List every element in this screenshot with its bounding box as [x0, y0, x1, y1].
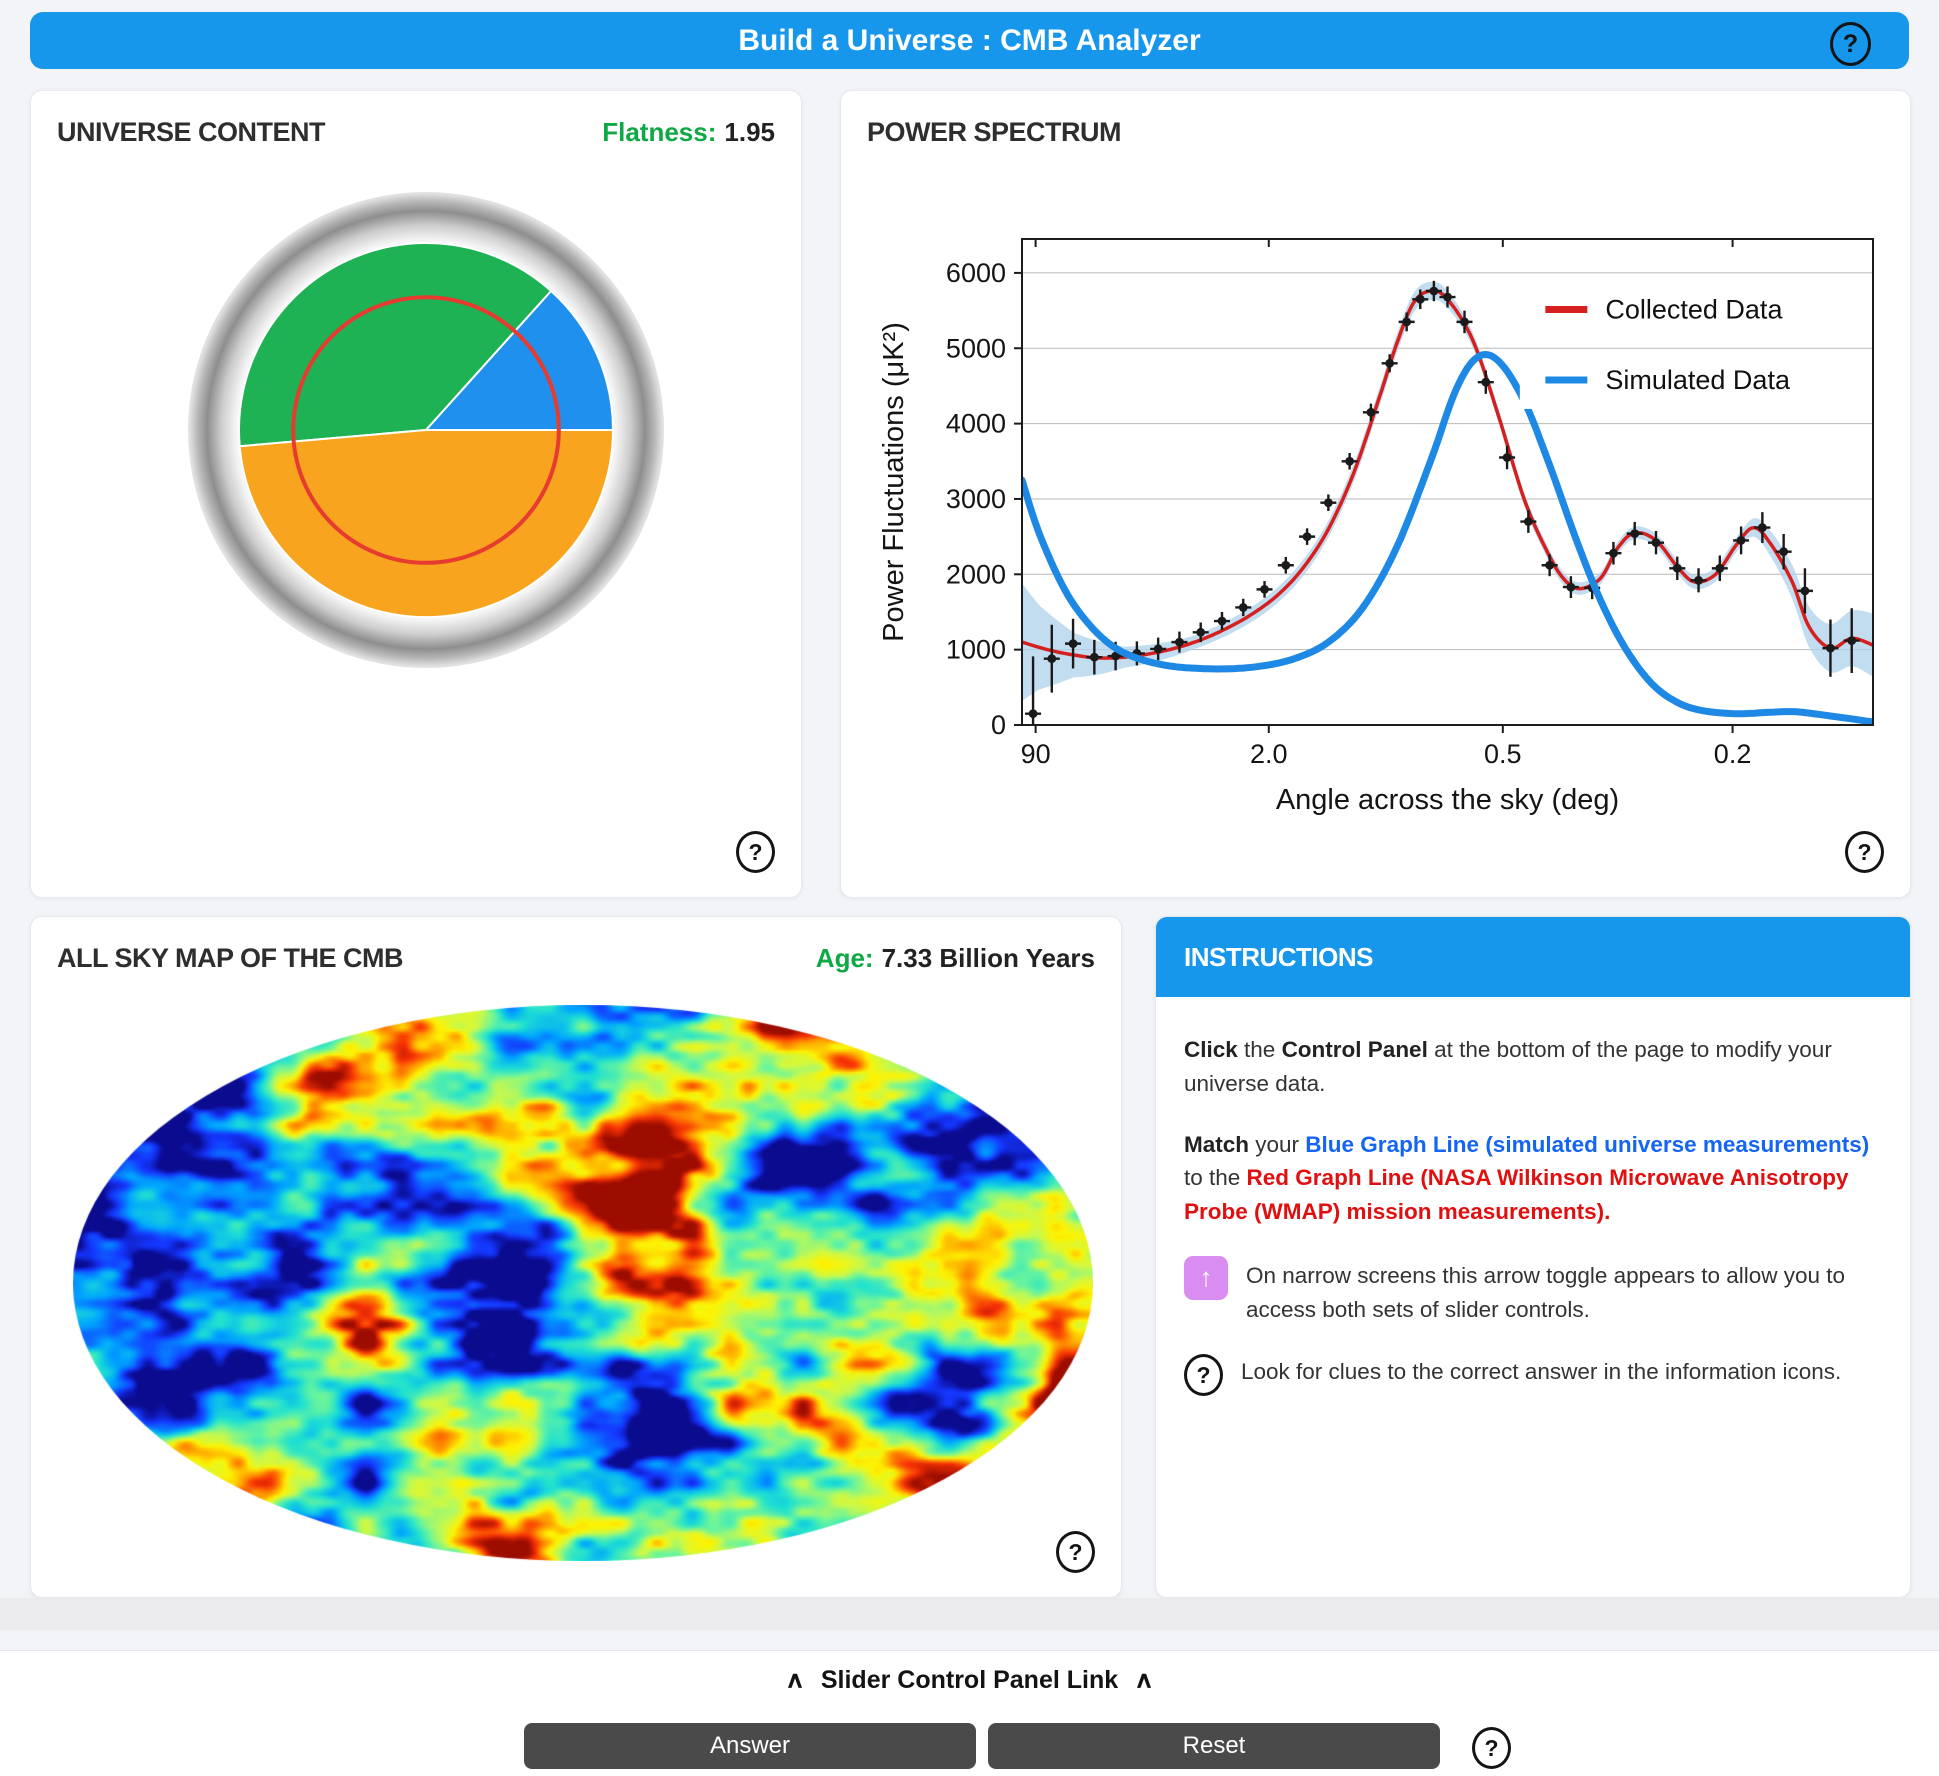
footer-help-icon[interactable]: ? [1472, 1727, 1511, 1769]
page-title: Build a Universe : CMB Analyzer [738, 23, 1201, 57]
instructions-bullet-clues: ? Look for clues to the correct answer i… [1184, 1352, 1880, 1397]
instructions-paragraph-match: Match your Blue Graph Line (simulated un… [1184, 1131, 1870, 1225]
instructions-body: Click the Control Panel at the bottom of… [1156, 997, 1910, 1422]
svg-text:Angle across the sky (deg): Angle across the sky (deg) [1276, 784, 1619, 816]
svg-text:0: 0 [991, 710, 1006, 740]
age-label: Age: [815, 943, 874, 973]
power-spectrum-chart: Collected Data Simulated Data 90 2.0 0.5 0.2 0… [878, 238, 1874, 816]
instructions-title: INSTRUCTIONS [1184, 941, 1374, 972]
sky-map-title: ALL SKY MAP OF THE CMB [57, 943, 404, 973]
app-header: Build a Universe : CMB Analyzer ? [30, 12, 1909, 69]
flatness-value: 1.95 [724, 117, 775, 147]
power-spectrum-title: POWER SPECTRUM [867, 117, 1122, 147]
flatness-readout: Flatness: 1.95 [602, 117, 775, 148]
svg-text:4000: 4000 [946, 409, 1006, 439]
instructions-paragraph-click: Click the Control Panel at the bottom of… [1184, 1037, 1832, 1096]
svg-text:Collected Data: Collected Data [1605, 294, 1783, 324]
svg-text:5000: 5000 [946, 333, 1006, 363]
reset-button[interactable]: Reset [988, 1723, 1440, 1769]
svg-text:3000: 3000 [946, 484, 1006, 514]
cmb-all-sky-map [73, 1005, 1093, 1561]
answer-button[interactable]: Answer [524, 1723, 976, 1769]
bullet-clues-text: Look for clues to the correct answer in … [1241, 1359, 1842, 1385]
age-value: 7.33 Billion Years [881, 943, 1095, 973]
sky-map-help-icon[interactable]: ? [1056, 1531, 1095, 1573]
svg-text:Simulated Data: Simulated Data [1605, 365, 1791, 395]
bullet-toggle-text: On narrow screens this arrow toggle appe… [1246, 1262, 1846, 1322]
power-spectrum-panel: POWER SPECTRUM Collected Data Simulated D… [840, 90, 1911, 898]
arrow-up-toggle-icon: ↑ [1184, 1255, 1228, 1300]
universe-help-icon[interactable]: ? [736, 831, 775, 873]
question-circle-icon: ? [1184, 1354, 1223, 1397]
svg-text:Power Fluctuations (μK²): Power Fluctuations (μK²) [878, 322, 910, 642]
power-spectrum-help-icon[interactable]: ? [1845, 831, 1884, 873]
flatness-label: Flatness: [602, 117, 717, 147]
instructions-panel: INSTRUCTIONS Click the Control Panel at … [1155, 916, 1911, 1598]
svg-text:2000: 2000 [946, 559, 1006, 589]
svg-text:90: 90 [1021, 739, 1051, 769]
svg-text:0.2: 0.2 [1714, 739, 1752, 769]
universe-content-pie-chart [188, 192, 664, 668]
instructions-bullet-toggle: ↑ On narrow screens this arrow toggle ap… [1184, 1255, 1880, 1327]
age-readout: Age: 7.33 Billion Years [816, 943, 1095, 974]
svg-text:1000: 1000 [946, 635, 1006, 665]
slider-link-label: Slider Control Panel Link [820, 1666, 1119, 1694]
svg-text:6000: 6000 [946, 258, 1006, 288]
header-help-icon[interactable]: ? [1830, 22, 1871, 66]
svg-text:2.0: 2.0 [1250, 739, 1288, 769]
instructions-header: INSTRUCTIONS [1156, 917, 1910, 997]
svg-text:0.5: 0.5 [1484, 739, 1522, 769]
slider-control-panel-link[interactable]: ∧ Slider Control Panel Link ∧ [0, 1665, 1939, 1696]
divider-strip [0, 1598, 1939, 1630]
chevron-up-icon: ∧ [785, 1667, 805, 1693]
universe-content-title: UNIVERSE CONTENT [57, 117, 326, 147]
footer-bar: ∧ Slider Control Panel Link ∧ Answer Res… [0, 1650, 1939, 1776]
sky-map-panel: ALL SKY MAP OF THE CMB Age: 7.33 Billion … [30, 916, 1122, 1598]
universe-content-panel: UNIVERSE CONTENT Flatness: 1.95 ? [30, 90, 802, 898]
chevron-up-icon: ∧ [1134, 1667, 1154, 1693]
